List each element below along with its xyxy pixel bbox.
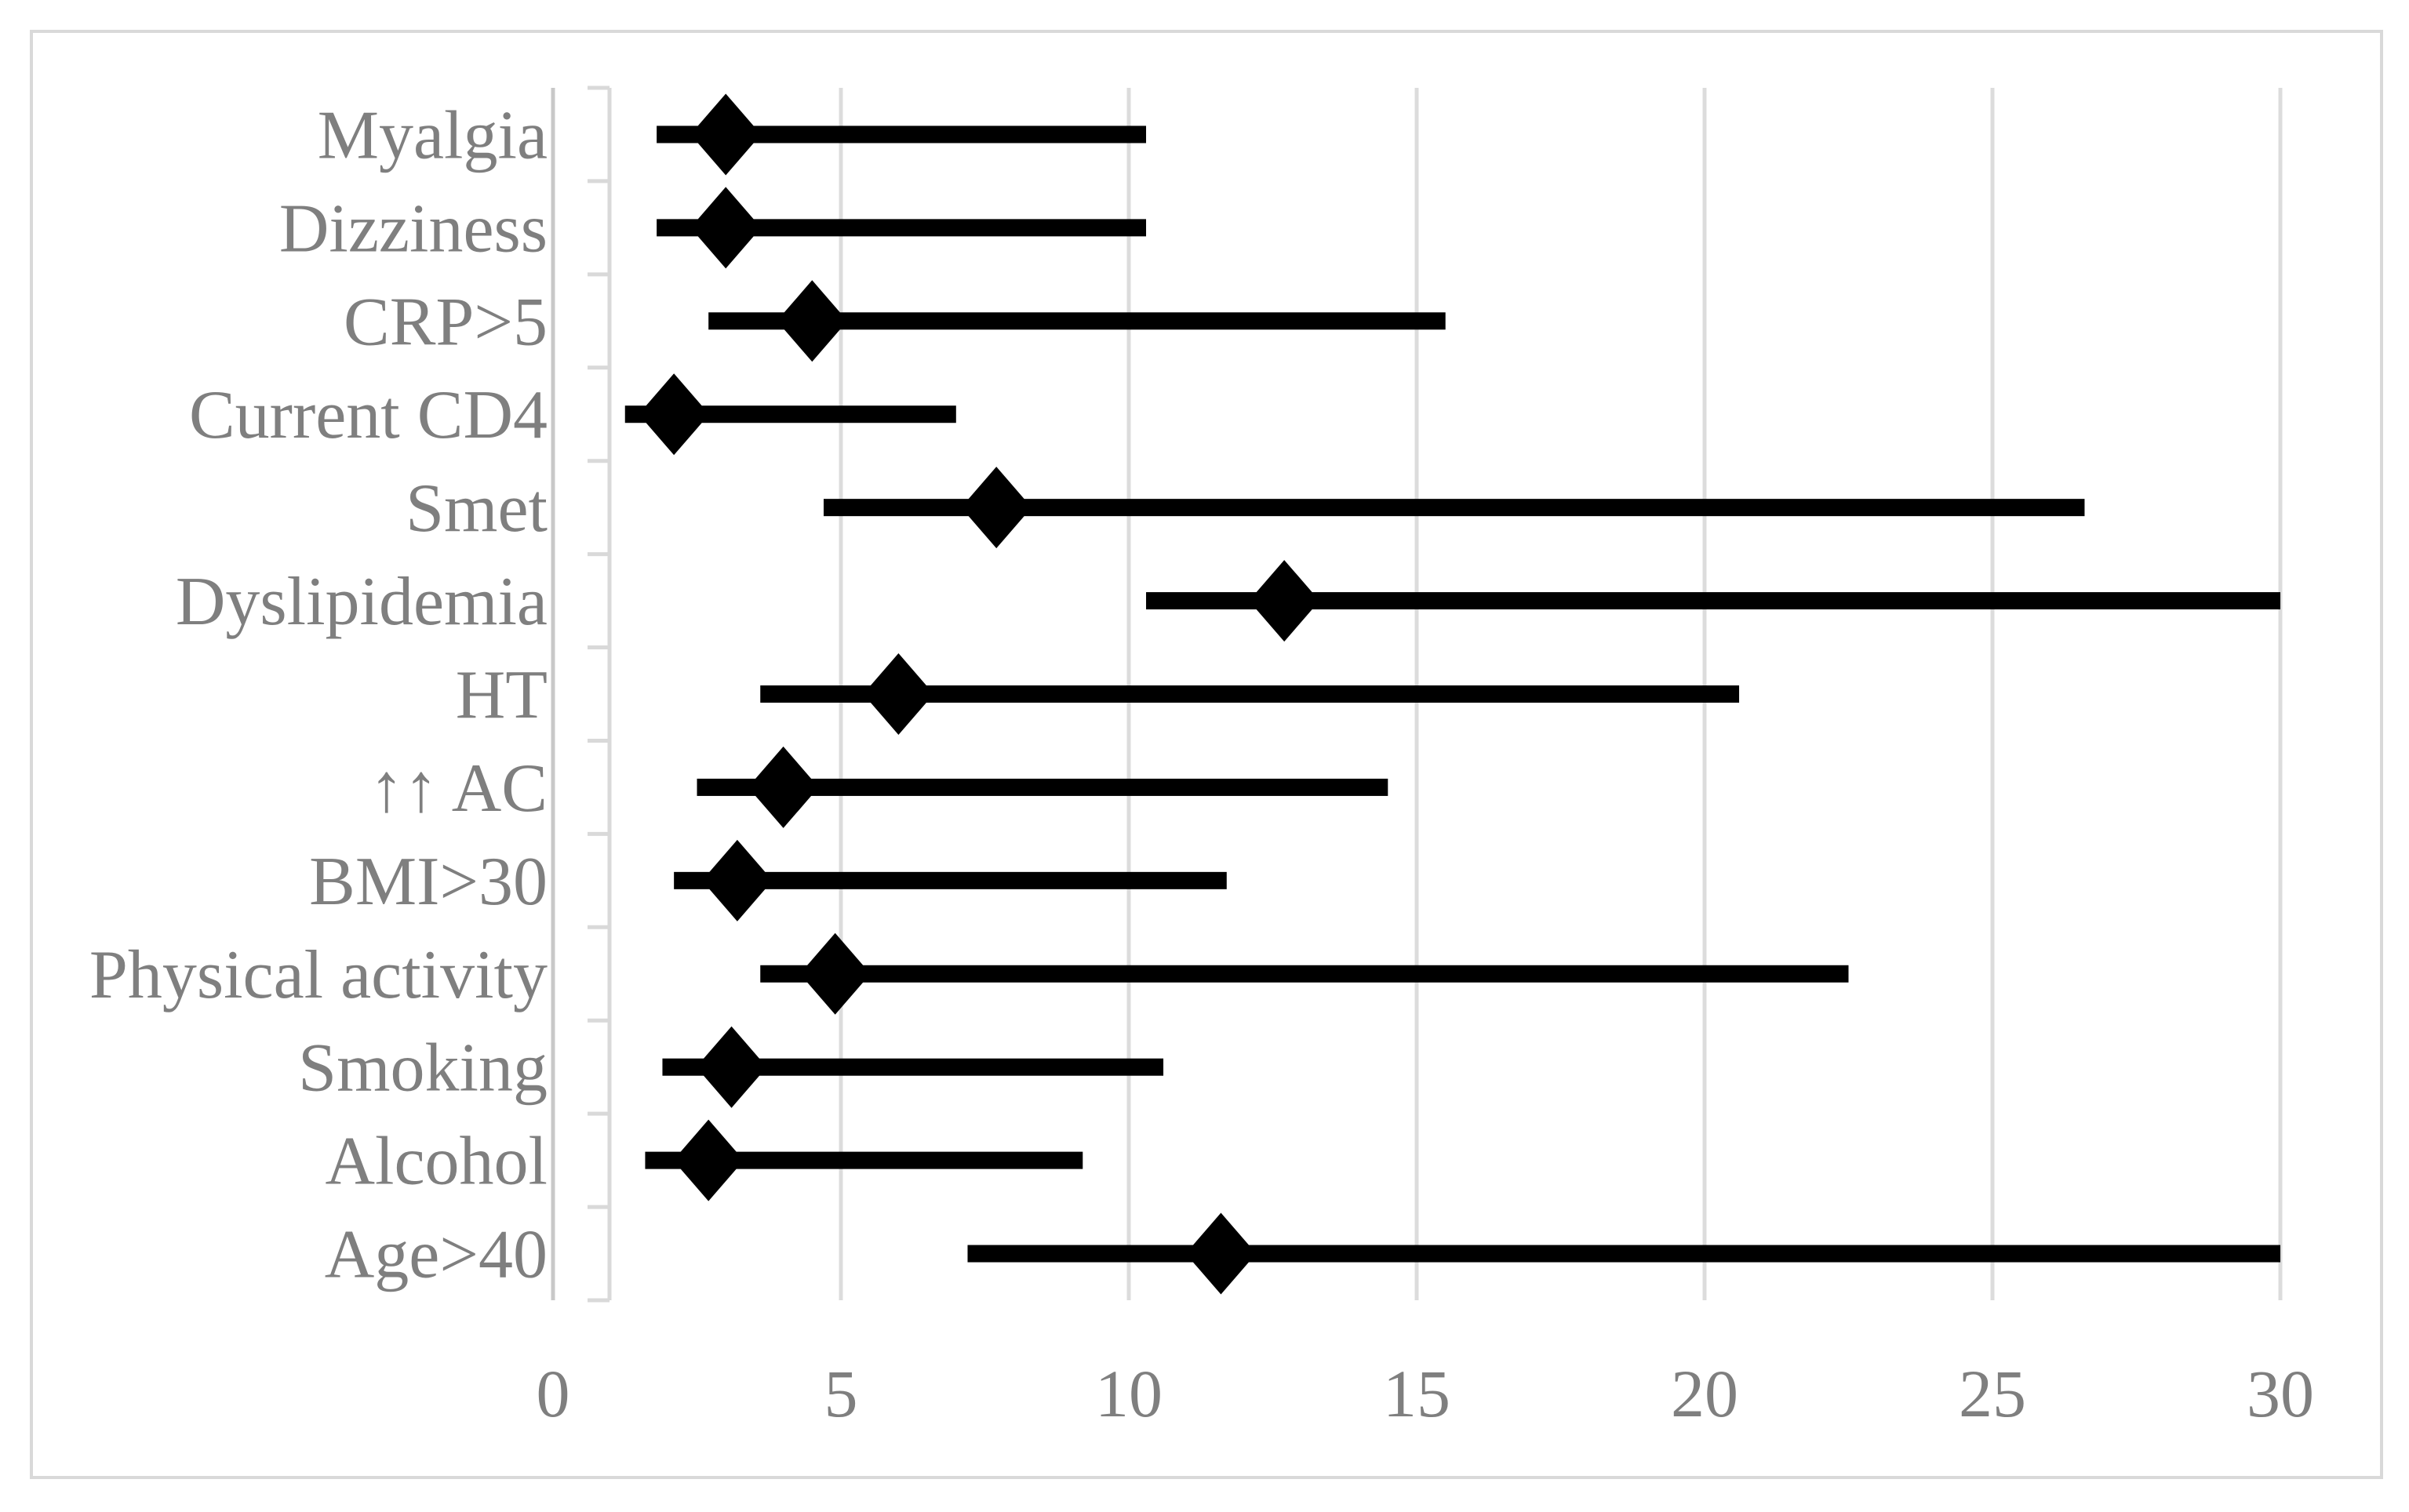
estimate-diamond	[639, 373, 710, 456]
category-label: CRP>5	[344, 284, 548, 360]
estimate-diamond	[748, 746, 819, 828]
ci-bar	[645, 1151, 1083, 1169]
ci-bar	[823, 499, 2085, 517]
ci-bar	[1146, 592, 2280, 610]
estimate-diamond	[690, 93, 762, 176]
estimate-diamond	[863, 653, 934, 735]
category-label: ↑↑ AC	[369, 751, 548, 827]
ci-bar	[760, 965, 1849, 983]
ci-bar	[708, 312, 1446, 330]
category-label: Smoking	[298, 1030, 548, 1107]
estimate-diamond	[777, 280, 848, 362]
category-label: Myalgia	[318, 97, 548, 173]
x-tick-label: 30	[2247, 1356, 2314, 1431]
category-label: Current CD4	[189, 377, 548, 453]
ci-bar	[697, 778, 1388, 796]
estimate-diamond	[690, 187, 762, 269]
ci-bar	[760, 685, 1740, 703]
estimate-diamond	[696, 1026, 767, 1108]
ci-bar	[624, 405, 956, 423]
category-label: Physical activity	[89, 937, 548, 1013]
estimate-diamond	[1249, 560, 1320, 642]
ci-bar	[657, 125, 1147, 144]
category-label: Smet	[406, 471, 548, 547]
x-tick-label: 25	[1959, 1356, 2026, 1431]
x-tick-label: 10	[1095, 1356, 1163, 1431]
category-label: Alcohol	[325, 1124, 548, 1200]
ci-bar	[657, 219, 1147, 237]
estimate-diamond	[961, 467, 1032, 549]
x-tick-label: 20	[1671, 1356, 1738, 1431]
estimate-diamond	[799, 932, 871, 1015]
ci-bar	[674, 871, 1227, 889]
category-label: HT	[456, 657, 548, 733]
category-label: Dyslipidemia	[176, 564, 548, 640]
category-label: Age>40	[325, 1217, 548, 1293]
x-tick-label: 15	[1383, 1356, 1450, 1431]
ci-bar	[662, 1058, 1164, 1076]
estimate-diamond	[673, 1119, 744, 1201]
x-tick-label: 5	[824, 1356, 858, 1431]
category-label: BMI>30	[309, 844, 548, 920]
category-label: Dizziness	[279, 191, 548, 267]
x-tick-label: 0	[537, 1356, 570, 1431]
estimate-diamond	[1185, 1212, 1257, 1295]
estimate-diamond	[701, 839, 773, 921]
chart-border	[30, 30, 2383, 1479]
ci-bar	[967, 1245, 2280, 1263]
